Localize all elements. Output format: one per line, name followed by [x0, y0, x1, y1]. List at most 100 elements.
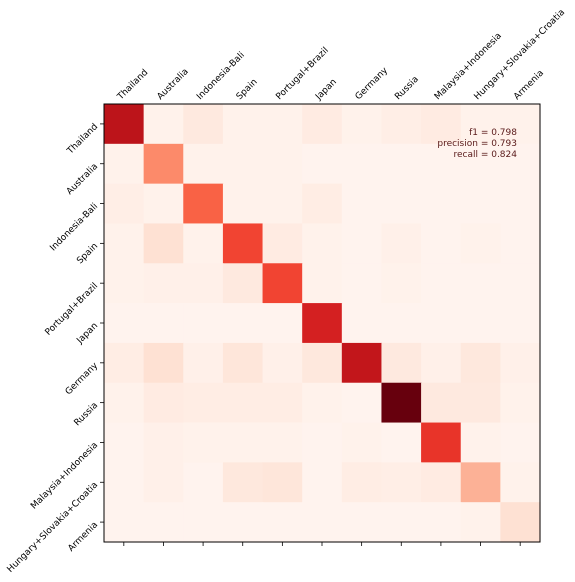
heatmap-cell-Spain-Russia [381, 223, 422, 264]
heatmap-cell-Hungary+Slovakia+Croatia-Thailand [104, 462, 145, 503]
heatmap-cell-Spain-Portugal+Brazil [262, 223, 303, 264]
heatmap-cell-Armenia-Malaysia+Indonesia [421, 502, 462, 543]
heatmap-cell-Indonesia-Bali-Armenia [500, 183, 541, 225]
heatmap-cell-Armenia-Japan [302, 502, 343, 543]
heatmap-cell-Indonesia-Bali-Japan [302, 183, 343, 225]
heatmap-cell-Germany-Russia [381, 342, 422, 384]
heatmap-cell-Malaysia+Indonesia-Portugal+Brazil [262, 422, 303, 463]
heatmap-cell-Japan-Hungary+Slovakia+Croatia [460, 303, 501, 344]
heatmap-cell-Germany-Portugal+Brazil [262, 342, 303, 384]
x-tick-label: Germany [354, 65, 391, 102]
heatmap-cell-Australia-Russia [381, 143, 422, 185]
heatmap-cell-Indonesia-Bali-Germany [341, 183, 383, 225]
heatmap-cell-Malaysia+Indonesia-Malaysia+Indonesia [421, 422, 462, 463]
y-tick-label: Malaysia+Indonesia [29, 441, 100, 512]
x-tick-label: Russia [393, 75, 421, 103]
heatmap-cell-Indonesia-Bali-Malaysia+Indonesia [421, 183, 462, 225]
heatmap-cell-Russia-Thailand [104, 382, 145, 424]
heatmap-cell-Thailand-Japan [302, 104, 343, 145]
heatmap-cell-Portugal+Brazil-Russia [381, 263, 422, 304]
heatmap-cell-Indonesia-Bali-Portugal+Brazil [262, 183, 303, 225]
heatmap-cell-Hungary+Slovakia+Croatia-Malaysia+Indonesia [421, 462, 462, 503]
heatmap-cell-Russia-Japan [302, 382, 343, 424]
heatmap-cell-Spain-Germany [341, 223, 383, 264]
heatmap-cell-Thailand-Indonesia-Bali [183, 104, 224, 145]
heatmap-cell-Australia-Spain [222, 143, 264, 185]
heatmap-cell-Indonesia-Bali-Hungary+Slovakia+Croatia [460, 183, 501, 225]
heatmap-cell-Australia-Armenia [500, 143, 541, 185]
heatmap-cell-Thailand-Malaysia+Indonesia [421, 104, 462, 145]
heatmap-cell-Hungary+Slovakia+Croatia-Australia [143, 462, 184, 503]
heatmap-cell-Thailand-Australia [143, 104, 184, 145]
heatmap-cell-Indonesia-Bali-Russia [381, 183, 422, 225]
heatmap-cell-Russia-Portugal+Brazil [262, 382, 303, 424]
f1-score-text: f1 = 0.798 [469, 128, 517, 138]
heatmap-cell-Spain-Thailand [104, 223, 145, 264]
heatmap-cell-Japan-Malaysia+Indonesia [421, 303, 462, 344]
heatmap-cell-Japan-Portugal+Brazil [262, 303, 303, 344]
heatmap-cell-Russia-Australia [143, 382, 184, 424]
heatmap-cell-Portugal+Brazil-Portugal+Brazil [262, 263, 303, 304]
heatmap-cell-Thailand-Germany [341, 104, 383, 145]
heatmap-cell-Russia-Hungary+Slovakia+Croatia [460, 382, 501, 424]
heatmap-cell-Germany-Australia [143, 342, 184, 384]
heatmap-cell-Russia-Germany [341, 382, 383, 424]
x-tick-label: Thailand [115, 68, 150, 103]
heatmap-cell-Germany-Malaysia+Indonesia [421, 342, 462, 384]
y-tick-label: Thailand [65, 122, 100, 157]
heatmap-cell-Thailand-Hungary+Slovakia+Croatia [460, 104, 501, 145]
heatmap-cell-Japan-Thailand [104, 303, 145, 344]
heatmap-cell-Indonesia-Bali-Australia [143, 183, 184, 225]
heatmap-cell-Spain-Spain [222, 223, 264, 264]
heatmap-cell-Indonesia-Bali-Spain [222, 183, 264, 225]
heatmap-cell-Spain-Australia [143, 223, 184, 264]
heatmap-cell-Australia-Hungary+Slovakia+Croatia [460, 143, 501, 185]
heatmap-cell-Japan-Indonesia-Bali [183, 303, 224, 344]
heatmap-cell-Thailand-Russia [381, 104, 422, 145]
x-tick-label: Armenia [512, 68, 546, 102]
heatmap-cell-Malaysia+Indonesia-Japan [302, 422, 343, 463]
heatmap-cell-Russia-Indonesia-Bali [183, 382, 224, 424]
heatmap-cell-Spain-Indonesia-Bali [183, 223, 224, 264]
x-tick-label: Australia [156, 67, 191, 102]
heatmap-cell-Portugal+Brazil-Australia [143, 263, 184, 304]
y-tick-label: Armenia [66, 520, 100, 554]
y-axis-ticks: ThailandAustraliaIndonesia-BaliSpainPort… [6, 122, 104, 575]
heatmap-cell-Hungary+Slovakia+Croatia-Germany [341, 462, 383, 503]
y-tick-label: Spain [75, 241, 100, 266]
heatmap-cell-Portugal+Brazil-Japan [302, 263, 343, 304]
heatmap-cell-Malaysia+Indonesia-Australia [143, 422, 184, 463]
heatmap-cell-Japan-Spain [222, 303, 264, 344]
x-tick-label: Malaysia+Indonesia [433, 31, 504, 102]
heatmap-cell-Armenia-Russia [381, 502, 422, 543]
heatmap-cell-Germany-Germany [341, 342, 383, 384]
heatmap-cell-Australia-Portugal+Brazil [262, 143, 303, 185]
recall-score-text: recall = 0.824 [453, 150, 517, 160]
heatmap-cell-Spain-Japan [302, 223, 343, 264]
heatmap-cell-Malaysia+Indonesia-Germany [341, 422, 383, 463]
heatmap-cell-Australia-Japan [302, 143, 343, 185]
heatmap-cell-Portugal+Brazil-Spain [222, 263, 264, 304]
heatmap-cell-Thailand-Armenia [500, 104, 541, 145]
heatmap-cell-Portugal+Brazil-Malaysia+Indonesia [421, 263, 462, 304]
heatmap-cell-Portugal+Brazil-Germany [341, 263, 383, 304]
heatmap-cell-Japan-Russia [381, 303, 422, 344]
heatmap-cell-Thailand-Portugal+Brazil [262, 104, 303, 145]
heatmap-cell-Armenia-Armenia [500, 502, 541, 543]
heatmap-cell-Malaysia+Indonesia-Thailand [104, 422, 145, 463]
heatmap-cell-Portugal+Brazil-Indonesia-Bali [183, 263, 224, 304]
x-tick-label: Japan [313, 77, 339, 103]
heatmap-cell-Hungary+Slovakia+Croatia-Armenia [500, 462, 541, 503]
heatmap-cell-Hungary+Slovakia+Croatia-Indonesia-Bali [183, 462, 224, 503]
heatmap-cell-Portugal+Brazil-Armenia [500, 263, 541, 304]
heatmap-cell-Armenia-Portugal+Brazil [262, 502, 303, 543]
heatmap-cell-Germany-Hungary+Slovakia+Croatia [460, 342, 501, 384]
y-tick-label: Germany [64, 360, 101, 397]
heatmap-cell-Spain-Hungary+Slovakia+Croatia [460, 223, 501, 264]
heatmap-cells [104, 104, 541, 543]
heatmap-cell-Germany-Thailand [104, 342, 145, 384]
y-tick-label: Australia [65, 162, 100, 197]
metrics-annotation: f1 = 0.798 precision = 0.793 recall = 0.… [437, 128, 517, 160]
heatmap-cell-Indonesia-Bali-Thailand [104, 183, 145, 225]
